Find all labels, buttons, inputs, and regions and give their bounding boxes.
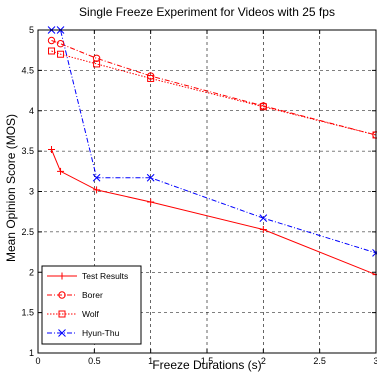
legend-label: Hyun-Thu	[82, 328, 120, 338]
series-markers	[48, 27, 377, 279]
series-lines	[52, 30, 377, 275]
y-tick-label: 4	[29, 106, 34, 116]
data-point-marker	[260, 215, 267, 222]
legend-label: Borer	[82, 290, 103, 300]
data-point-marker	[57, 168, 64, 175]
y-tick-label: 5	[29, 25, 34, 35]
y-tick-label: 1.5	[21, 308, 34, 318]
y-tick-label: 2.5	[21, 227, 34, 237]
y-tick-label: 4.5	[21, 65, 34, 75]
series-line	[52, 41, 377, 136]
x-tick-label: 3	[373, 356, 377, 366]
y-tick-label: 2	[29, 267, 34, 277]
y-axis-label: Mean Opinion Score (MOS)	[4, 114, 18, 262]
y-tick-label: 3.5	[21, 146, 34, 156]
legend-label: Test Results	[82, 271, 128, 281]
legend-label: Wolf	[82, 309, 99, 319]
data-point-marker	[57, 41, 63, 47]
series-line	[52, 150, 377, 275]
data-point-marker	[147, 198, 154, 205]
x-tick-label: 0.5	[88, 356, 101, 366]
y-tick-label: 3	[29, 187, 34, 197]
series-line	[52, 30, 377, 253]
chart-title: Single Freeze Experiment for Videos with…	[79, 5, 335, 19]
x-tick-label: 2.5	[313, 356, 326, 366]
x-tick-label: 0	[35, 356, 40, 366]
y-tick-label: 1	[29, 348, 34, 358]
legend: Test Results Borer Wolf Hyun-Thu	[42, 266, 141, 344]
x-axis-label: Freeze Durations (s)	[152, 358, 261, 372]
data-point-marker	[48, 146, 55, 153]
